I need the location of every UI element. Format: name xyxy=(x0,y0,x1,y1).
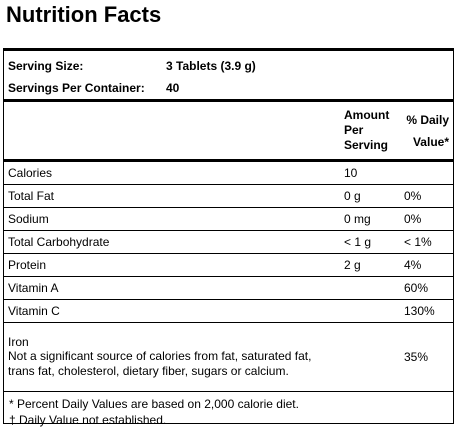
daily-value: 35% xyxy=(400,322,453,392)
facts-box: Serving Size: 3 Tablets (3.9 g) Servings P… xyxy=(3,48,454,427)
header-row: Amount Per Serving % Daily Value* xyxy=(4,102,453,162)
serving-label: Serving Size: xyxy=(8,59,84,73)
amount: < 1 g xyxy=(340,230,400,254)
nutrient-row: Sodium 0 mg 0% xyxy=(4,207,453,231)
amount xyxy=(340,322,400,392)
daily-value xyxy=(400,160,453,185)
column-header: % Daily Value* xyxy=(400,102,453,162)
nutrient-row: Calories 10 xyxy=(4,160,453,185)
nutrient-row: Protein 2 g 4% xyxy=(4,253,453,277)
nutrient-cell: Vitamin C xyxy=(4,299,340,323)
nutrient-name: Sodium xyxy=(8,212,49,226)
title: Nutrition Facts xyxy=(6,2,162,27)
nutrient-cell: Protein xyxy=(4,253,340,277)
nutrient-cell: Calories xyxy=(4,160,340,185)
daily-value: 130% xyxy=(400,299,453,323)
amount xyxy=(340,299,400,323)
serving-table: Serving Size: 3 Tablets (3.9 g) Servings P… xyxy=(4,55,453,102)
nutrient-row: Vitamin A 60% xyxy=(4,276,453,300)
footnote: † Daily Value not established. xyxy=(9,413,167,427)
nutrient-row: Iron Not a significant source of calories… xyxy=(4,322,453,392)
nutrient-note: Not a significant source of calories fro… xyxy=(8,349,312,378)
daily-value: 0% xyxy=(400,184,453,208)
serving-row: Serving Size: 3 Tablets (3.9 g) xyxy=(4,55,453,77)
nutrient-name: Total Fat xyxy=(8,189,55,203)
serving-label: Servings Per Container: xyxy=(8,81,145,95)
amount: 0 mg xyxy=(340,207,400,231)
amount: 2 g xyxy=(340,253,400,277)
nutrient-name: Vitamin A xyxy=(8,281,59,295)
nutrient-row: Vitamin C 130% xyxy=(4,299,453,323)
serving-row: Servings Per Container: 40 xyxy=(4,77,453,101)
facts-table: Amount Per Serving % Daily Value* Calori… xyxy=(4,102,453,392)
nutrient-name: Total Carbohydrate xyxy=(8,235,110,249)
nutrient-name: Vitamin C xyxy=(8,304,60,318)
amount: 0 g xyxy=(340,184,400,208)
footnote: * Percent Daily Values are based on 2,00… xyxy=(9,397,299,411)
daily-value: 0% xyxy=(400,207,453,231)
nutrient-cell: Total Carbohydrate xyxy=(4,230,340,254)
daily-value: 4% xyxy=(400,253,453,277)
serving-value: 3 Tablets (3.9 g) xyxy=(166,59,256,73)
nutrient-cell: Vitamin A xyxy=(4,276,340,300)
amount xyxy=(340,276,400,300)
nutrient-cell: Sodium xyxy=(4,207,340,231)
footnotes: * Percent Daily Values are based on 2,00… xyxy=(4,392,453,432)
daily-value: 60% xyxy=(400,276,453,300)
nutrient-cell: Total Fat xyxy=(4,184,340,208)
nutrient-name: Calories xyxy=(8,166,53,180)
nutrient-cell: Iron Not a significant source of calories… xyxy=(4,322,340,392)
nutrient-row: Total Carbohydrate < 1 g < 1% xyxy=(4,230,453,254)
header-blank xyxy=(4,102,340,162)
nutrient-name: Protein xyxy=(8,258,47,272)
amount: 10 xyxy=(340,160,400,185)
daily-value: < 1% xyxy=(400,230,453,254)
nutrient-row: Total Fat 0 g 0% xyxy=(4,184,453,208)
serving-value: 40 xyxy=(166,81,180,95)
column-header: Amount Per Serving xyxy=(340,102,400,162)
nutrient-name: Iron xyxy=(8,335,29,349)
